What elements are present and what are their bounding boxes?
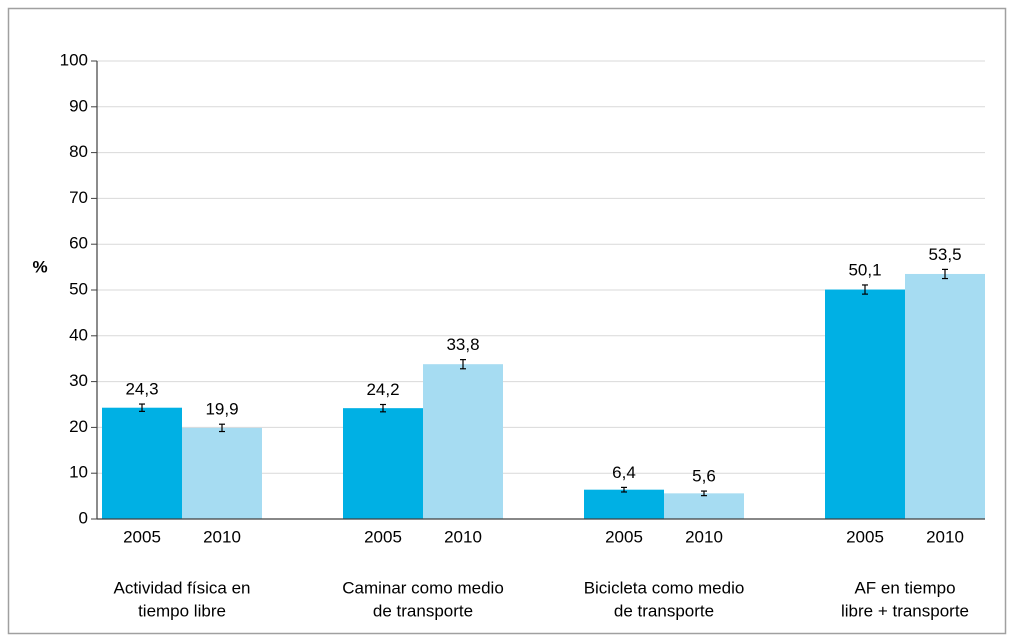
data-label: 24,2 xyxy=(366,380,399,399)
bar xyxy=(584,489,664,519)
data-label: 19,9 xyxy=(205,400,238,419)
bar xyxy=(905,273,985,519)
x-tick-label: 2005 xyxy=(846,527,884,546)
x-tick-label: 2010 xyxy=(685,527,723,546)
category-label: libre + transporte xyxy=(841,601,969,620)
error-bar xyxy=(460,359,466,370)
y-tick-label: 100 xyxy=(60,50,88,69)
y-tick-label: 80 xyxy=(69,142,88,161)
data-label: 24,3 xyxy=(125,380,158,399)
y-tick-label: 60 xyxy=(69,234,88,253)
y-tick-label: 0 xyxy=(79,508,88,527)
category-label: de transporte xyxy=(614,601,714,620)
x-tick-label: 2005 xyxy=(605,527,643,546)
category-label: Bicicleta como medio xyxy=(584,578,745,597)
bar xyxy=(343,408,423,519)
category-label: Caminar como medio xyxy=(342,578,504,597)
y-tick-label: 90 xyxy=(69,96,88,115)
error-bar xyxy=(701,490,707,497)
category-label: AF en tiempo xyxy=(854,578,955,597)
y-axis-label: % xyxy=(32,257,47,276)
x-tick-label: 2005 xyxy=(123,527,161,546)
bar xyxy=(102,407,182,519)
bar xyxy=(664,493,744,519)
y-tick-label: 50 xyxy=(69,279,88,298)
data-label: 50,1 xyxy=(848,260,881,279)
category-label: Actividad física en xyxy=(113,578,250,597)
error-bar xyxy=(380,403,386,413)
x-tick-label: 2010 xyxy=(203,527,241,546)
error-bar xyxy=(862,284,868,295)
x-tick-label: 2005 xyxy=(364,527,402,546)
error-bar xyxy=(219,423,225,433)
error-bar xyxy=(621,486,627,493)
data-label: 53,5 xyxy=(928,245,961,264)
bar xyxy=(825,289,905,519)
x-tick-label: 2010 xyxy=(444,527,482,546)
error-bar xyxy=(942,268,948,280)
y-tick-label: 20 xyxy=(69,417,88,436)
error-bar xyxy=(139,403,145,412)
x-tick-label: 2010 xyxy=(926,527,964,546)
bar xyxy=(423,364,503,519)
data-label: 33,8 xyxy=(446,335,479,354)
category-label: de transporte xyxy=(373,601,473,620)
y-tick-label: 40 xyxy=(69,325,88,344)
y-tick-label: 70 xyxy=(69,188,88,207)
data-label: 5,6 xyxy=(692,467,716,486)
bar xyxy=(182,427,262,519)
category-label: tiempo libre xyxy=(138,601,226,620)
data-label: 6,4 xyxy=(612,463,636,482)
y-tick-label: 10 xyxy=(69,463,88,482)
y-tick-label: 30 xyxy=(69,371,88,390)
